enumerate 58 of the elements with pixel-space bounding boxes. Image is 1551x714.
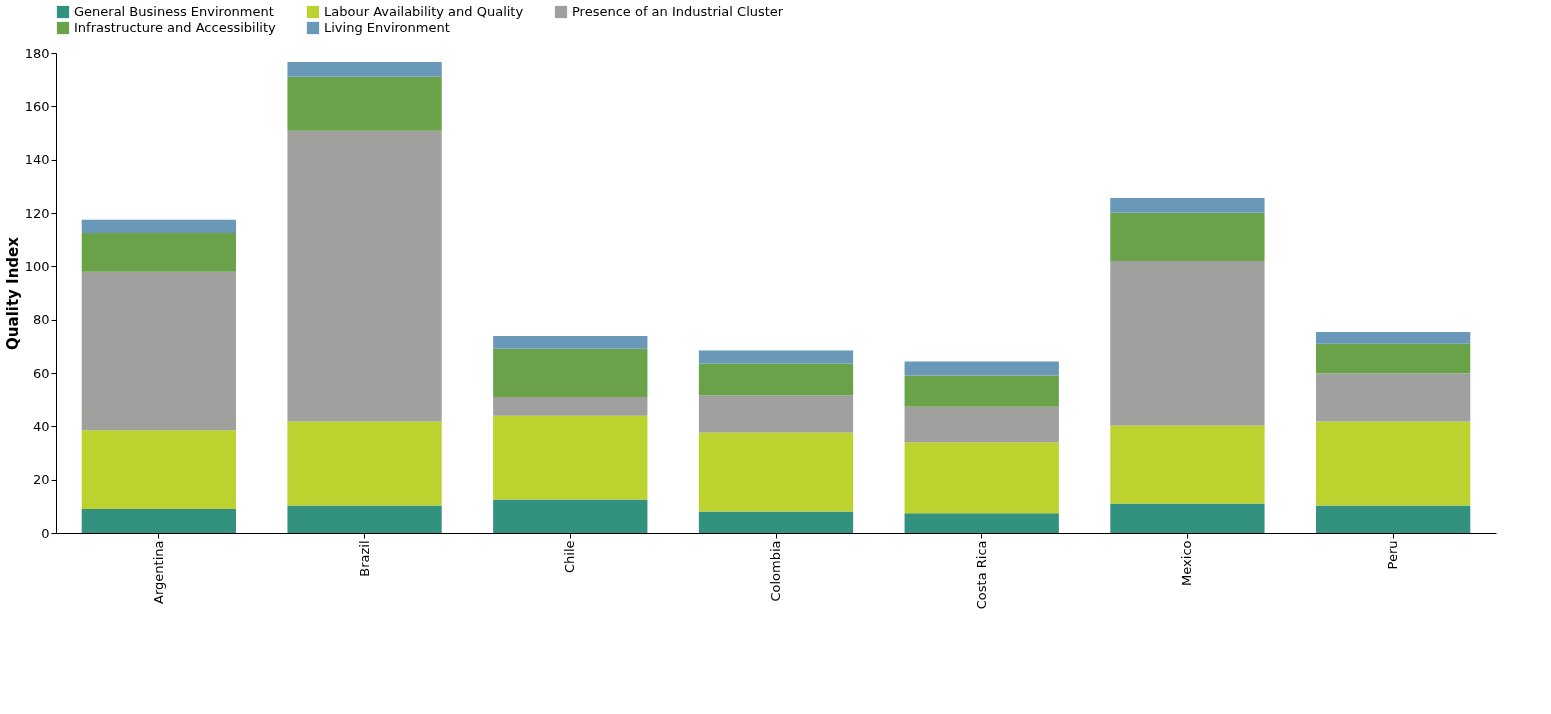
bar (1316, 505, 1471, 533)
bar (81, 509, 236, 533)
bar (493, 397, 648, 416)
bar (698, 511, 854, 533)
bar (287, 76, 442, 131)
y-tick-label: 80 (32, 312, 50, 328)
y-tick-label: 140 (24, 152, 50, 168)
legend-label: Presence of an Industrial Cluster (572, 4, 784, 19)
bar (1110, 503, 1265, 533)
bar (904, 361, 1059, 376)
legend-label: Living Environment (324, 20, 450, 35)
bar (904, 513, 1059, 533)
bar (493, 499, 648, 533)
bar (287, 62, 442, 77)
bar (1316, 343, 1471, 374)
x-tick-label: Chile (562, 540, 578, 574)
bar (1110, 425, 1265, 504)
bar (287, 421, 442, 506)
bar (493, 415, 648, 500)
y-tick-label: 20 (32, 472, 50, 488)
x-tick-label: Costa Rica (973, 540, 989, 610)
bar (1110, 198, 1265, 213)
bar (698, 395, 854, 433)
legend-label: General Business Environment (74, 4, 274, 19)
bar (1110, 212, 1265, 261)
y-tick-label: 120 (24, 205, 50, 221)
bar (904, 406, 1059, 443)
bar (1316, 331, 1471, 344)
bar (698, 363, 854, 396)
bar (493, 335, 648, 349)
x-tick-label: Brazil (356, 540, 372, 577)
bar (287, 130, 442, 422)
bar (81, 430, 236, 509)
y-axis-title: Quality Index (3, 236, 22, 350)
bar (698, 432, 854, 512)
y-tick-label: 180 (24, 45, 50, 61)
bar (1316, 421, 1471, 506)
x-tick-label: Peru (1385, 540, 1401, 570)
bar (287, 505, 442, 533)
bar (904, 442, 1059, 514)
bar (81, 219, 236, 233)
x-tick-label: Mexico (1179, 540, 1195, 586)
y-tick-label: 160 (24, 98, 50, 114)
bar (1110, 261, 1265, 426)
legend-label: Infrastructure and Accessibility (74, 20, 276, 35)
bar (904, 375, 1059, 407)
y-tick-label: 60 (32, 365, 50, 381)
x-tick-label: Argentina (150, 540, 166, 604)
bar (81, 271, 236, 431)
y-tick-label: 100 (24, 258, 50, 274)
x-tick-label: Colombia (768, 540, 783, 602)
bar (81, 233, 236, 272)
bar (698, 350, 854, 364)
bar (1316, 373, 1471, 422)
legend-label: Labour Availability and Quality (324, 4, 524, 19)
bar (493, 348, 648, 397)
y-tick-label: 0 (41, 525, 50, 541)
y-tick-label: 40 (32, 418, 50, 434)
